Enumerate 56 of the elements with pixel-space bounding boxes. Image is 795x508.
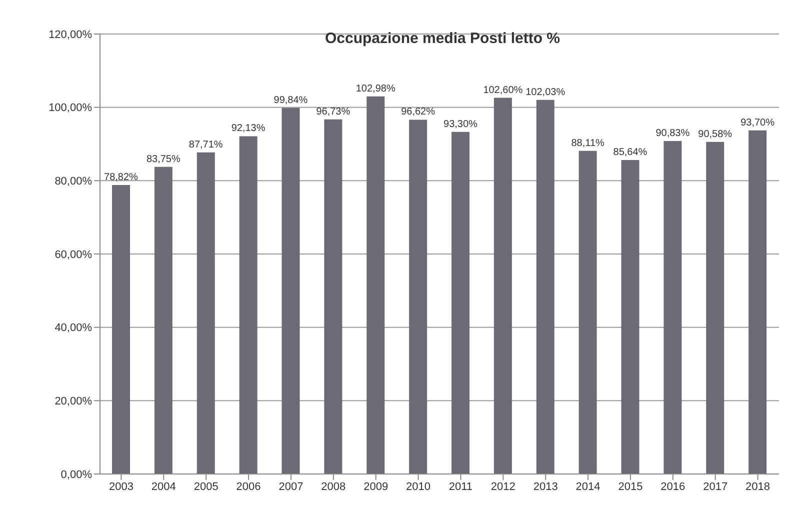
y-tick-label: 120,00% — [48, 28, 92, 41]
bar — [748, 130, 767, 474]
y-tick-label: 20,00% — [54, 396, 92, 408]
data-label: 102,03% — [526, 86, 566, 98]
x-tick-label: 2015 — [618, 480, 643, 493]
data-label: 96,73% — [316, 106, 350, 118]
x-tick-label: 2013 — [533, 480, 558, 493]
y-tick-label: 100,00% — [48, 102, 92, 114]
bar — [621, 160, 640, 474]
data-label: 93,70% — [740, 117, 775, 128]
bar — [112, 184, 130, 474]
data-label: 78,82% — [104, 172, 138, 183]
x-tick-label: 2014 — [576, 480, 600, 493]
y-tick-label: 0,00% — [60, 468, 92, 481]
x-tick-label: 2018 — [746, 480, 770, 493]
data-label: 83,75% — [146, 154, 180, 165]
data-label: 85,64% — [613, 146, 648, 158]
data-label: 92,13% — [231, 123, 266, 134]
data-label: 102,98% — [356, 83, 396, 94]
data-label: 88,11% — [571, 138, 604, 149]
data-label: 90,83% — [656, 128, 690, 139]
x-tick-label: 2005 — [194, 480, 218, 493]
bar — [239, 136, 258, 474]
x-tick-label: 2008 — [321, 480, 346, 493]
bar — [578, 150, 597, 474]
y-tick-label: 80,00% — [54, 176, 92, 188]
x-tick-label: 2010 — [406, 480, 431, 493]
bar — [154, 166, 172, 474]
data-label: 96,62% — [401, 106, 436, 118]
bar — [452, 132, 470, 474]
bar — [324, 119, 342, 474]
bar — [706, 142, 724, 474]
bar — [282, 108, 300, 474]
x-tick-label: 2011 — [448, 480, 473, 493]
bar — [196, 152, 215, 474]
x-tick-label: 2003 — [108, 480, 134, 493]
data-label: 99,84% — [274, 94, 308, 106]
bar — [664, 140, 682, 474]
x-tick-label: 2017 — [703, 480, 728, 493]
x-tick-label: 2007 — [278, 480, 304, 493]
x-tick-label: 2012 — [490, 480, 516, 493]
data-label: 87,71% — [188, 139, 223, 150]
y-tick-label: 40,00% — [54, 322, 92, 334]
x-tick-label: 2004 — [151, 480, 176, 493]
data-label: 90,58% — [698, 128, 732, 140]
y-tick-label: 60,00% — [54, 248, 92, 261]
x-tick-label: 2006 — [236, 480, 261, 493]
bar — [366, 96, 385, 474]
x-tick-label: 2016 — [660, 480, 686, 493]
bar — [409, 120, 428, 474]
x-tick-label: 2009 — [364, 480, 388, 493]
data-label: 93,30% — [444, 118, 478, 130]
bar — [494, 98, 512, 474]
chart-title: Occupazione media Posti letto % — [324, 30, 562, 47]
bar — [536, 100, 554, 474]
data-label: 102,60% — [483, 84, 523, 96]
